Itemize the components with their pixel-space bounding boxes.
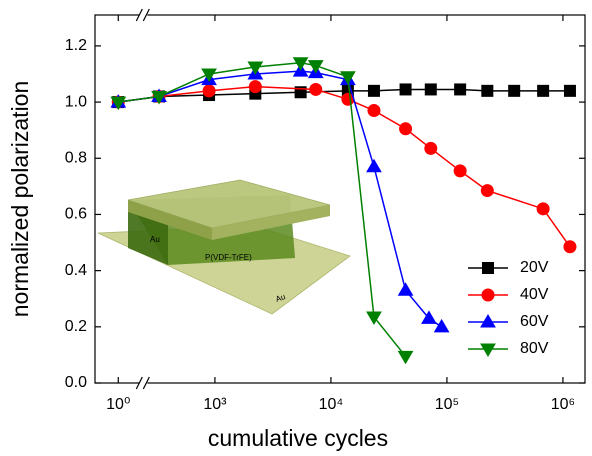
data-point: [399, 351, 413, 363]
y-axis-label: normalized polarization: [7, 81, 33, 318]
data-point: [482, 85, 493, 96]
data-point: [203, 85, 215, 97]
y-tick-label: 1.0: [65, 93, 87, 110]
legend-text: 80V: [520, 340, 549, 357]
x-tick-label: 10³: [203, 396, 227, 413]
data-point: [310, 83, 322, 95]
data-point: [400, 123, 412, 135]
x-tick-label: 10⁵: [435, 396, 459, 413]
data-point: [399, 283, 413, 295]
legend-marker: [481, 315, 495, 327]
x-tick-label: 10⁰: [106, 396, 130, 413]
data-point: [509, 85, 520, 96]
data-point: [454, 165, 466, 177]
legend-text: 20V: [520, 259, 549, 276]
inset-label: Au: [150, 235, 160, 244]
inset-label: P(VDF-TrFE): [205, 253, 252, 262]
chart: Au P(VDF-TrFE) Au cumulative cycles norm…: [0, 0, 592, 456]
legend-text: 40V: [520, 286, 549, 303]
y-tick-label: 0.6: [65, 206, 87, 223]
data-point: [538, 85, 549, 96]
data-point: [455, 84, 466, 95]
data-point: [537, 203, 549, 215]
y-tick-label: 1.2: [65, 37, 87, 54]
x-axis-label: cumulative cycles: [208, 425, 388, 451]
y-tick-label: 0.8: [65, 149, 87, 166]
data-point: [425, 84, 436, 95]
legend-marker: [483, 263, 494, 274]
legend-marker: [481, 344, 495, 356]
x-tick-label: 10⁶: [551, 396, 575, 413]
inset-device: [98, 180, 350, 314]
data-point: [400, 84, 411, 95]
data-point: [368, 85, 379, 96]
data-point: [481, 185, 493, 197]
legend-text: 60V: [520, 313, 549, 330]
data-point: [435, 320, 449, 332]
data-point: [564, 241, 576, 253]
data-point: [425, 142, 437, 154]
y-tick-label: 0.4: [65, 262, 87, 279]
y-tick-label: 0.0: [65, 374, 87, 391]
y-tick-label: 0.2: [65, 318, 87, 335]
x-tick-label: 10⁴: [319, 396, 344, 413]
data-point: [564, 85, 575, 96]
legend-marker: [482, 289, 494, 301]
data-point: [249, 81, 261, 93]
data-point: [368, 105, 380, 117]
data-point: [367, 160, 381, 172]
